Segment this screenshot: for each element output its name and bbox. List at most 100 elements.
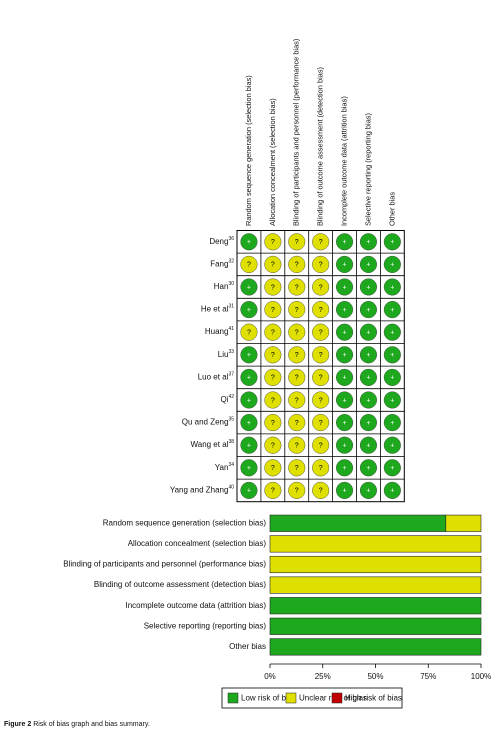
judgement-symbol: + — [247, 239, 251, 246]
study-label: Yan34 — [215, 462, 234, 472]
judgement-dot — [336, 368, 354, 386]
judgement-dot — [240, 323, 258, 341]
domain-header: Blinding of participants and personnel (… — [292, 39, 301, 226]
judgement-symbol: + — [366, 307, 370, 314]
judgement-symbol: ? — [247, 262, 251, 269]
study-label: Qu and Zeng35 — [182, 417, 234, 427]
judgement-dot — [312, 436, 330, 454]
judgement-symbol: ? — [271, 488, 275, 495]
y-tick-label: Blinding of outcome assessment (detectio… — [94, 580, 266, 589]
judgement-dot — [383, 414, 401, 432]
study-ref: 31 — [228, 304, 234, 310]
judgement-symbol: ? — [295, 239, 299, 246]
judgement-dot — [312, 255, 330, 273]
judgement-dot — [264, 436, 282, 454]
judgement-dot — [336, 301, 354, 319]
judgement-dot — [383, 255, 401, 273]
judgement-dot — [312, 481, 330, 499]
study-ref: 34 — [228, 462, 234, 468]
judgement-symbol: + — [343, 465, 347, 472]
judgement-symbol: + — [247, 420, 251, 427]
judgement-dot — [288, 323, 306, 341]
judgement-symbol: ? — [295, 397, 299, 404]
judgement-symbol: ? — [319, 352, 323, 359]
judgement-symbol: ? — [319, 465, 323, 472]
judgement-dot — [264, 481, 282, 499]
judgement-dot — [264, 278, 282, 296]
judgement-dot — [312, 301, 330, 319]
study-ref: 40 — [228, 485, 234, 491]
judgement-symbol: + — [247, 375, 251, 382]
judgement-symbol: ? — [319, 420, 323, 427]
judgement-symbol: + — [343, 420, 347, 427]
judgement-symbol: ? — [271, 397, 275, 404]
judgement-dot — [383, 278, 401, 296]
judgement-dot — [312, 323, 330, 341]
study-name: Liu — [218, 350, 229, 359]
legend-box — [221, 687, 403, 709]
judgement-symbol: + — [366, 284, 370, 291]
judgement-symbol: + — [366, 443, 370, 450]
domain-header: Blinding of outcome assessment (detectio… — [316, 67, 325, 226]
judgement-dot — [264, 414, 282, 432]
judgement-symbol: ? — [295, 375, 299, 382]
judgement-symbol: ? — [319, 239, 323, 246]
judgement-symbol: + — [366, 239, 370, 246]
judgement-symbol: + — [343, 307, 347, 314]
judgement-symbol: ? — [271, 375, 275, 382]
caption-label: Figure 2 — [4, 721, 31, 728]
judgement-dot — [240, 459, 258, 477]
study-label: Liu33 — [218, 349, 234, 359]
study-label: Huang41 — [205, 327, 234, 337]
x-tick-label: 25% — [315, 672, 331, 681]
domain-header: Selective reporting (reporting bias) — [363, 113, 372, 226]
judgement-symbol: ? — [271, 307, 275, 314]
judgement-symbol: ? — [271, 330, 275, 337]
judgement-dot — [336, 346, 354, 364]
y-tick-label: Random sequence generation (selection bi… — [103, 518, 267, 527]
study-name: Qu and Zeng — [182, 418, 229, 427]
judgement-symbol: + — [343, 397, 347, 404]
judgement-symbol: ? — [271, 262, 275, 269]
judgement-dot — [359, 346, 377, 364]
legend-label: High risk of bias — [345, 694, 402, 703]
bar-segment — [445, 514, 482, 532]
judgement-dot — [383, 301, 401, 319]
judgement-symbol: + — [366, 352, 370, 359]
judgement-dot — [288, 368, 306, 386]
judgement-dot — [359, 414, 377, 432]
judgement-dot — [359, 436, 377, 454]
study-label: Fang32 — [210, 259, 234, 269]
y-tick-label: Blinding of participants and personnel (… — [63, 560, 266, 569]
judgement-symbol: + — [366, 465, 370, 472]
study-name: Yang and Zhang — [170, 486, 229, 495]
bar-segment — [269, 576, 482, 594]
judgement-dot — [240, 346, 258, 364]
judgement-symbol: ? — [319, 284, 323, 291]
judgement-dot — [312, 233, 330, 251]
judgement-symbol: + — [366, 488, 370, 495]
study-name: Han — [214, 282, 229, 291]
judgement-symbol: + — [247, 488, 251, 495]
y-tick-label: Other bias — [229, 642, 266, 651]
bar-segment — [269, 555, 482, 574]
judgement-dot — [264, 323, 282, 341]
x-tick-label: 100% — [471, 672, 491, 681]
judgement-symbol: + — [343, 443, 347, 450]
legend-swatch — [331, 692, 343, 704]
study-name: Yan — [215, 463, 229, 472]
study-ref: 35 — [228, 417, 234, 423]
judgement-dot — [240, 233, 258, 251]
judgement-dot — [288, 278, 306, 296]
judgement-symbol: + — [390, 397, 394, 404]
judgement-symbol: ? — [319, 307, 323, 314]
judgement-symbol: + — [247, 443, 251, 450]
judgement-dot — [240, 368, 258, 386]
judgement-symbol: ? — [295, 420, 299, 427]
judgement-symbol: + — [390, 465, 394, 472]
study-name: He et al — [201, 305, 229, 314]
judgement-symbol: + — [390, 375, 394, 382]
judgement-dot — [383, 346, 401, 364]
study-ref: 38 — [228, 440, 234, 446]
study-name: Luo et al — [198, 373, 229, 382]
